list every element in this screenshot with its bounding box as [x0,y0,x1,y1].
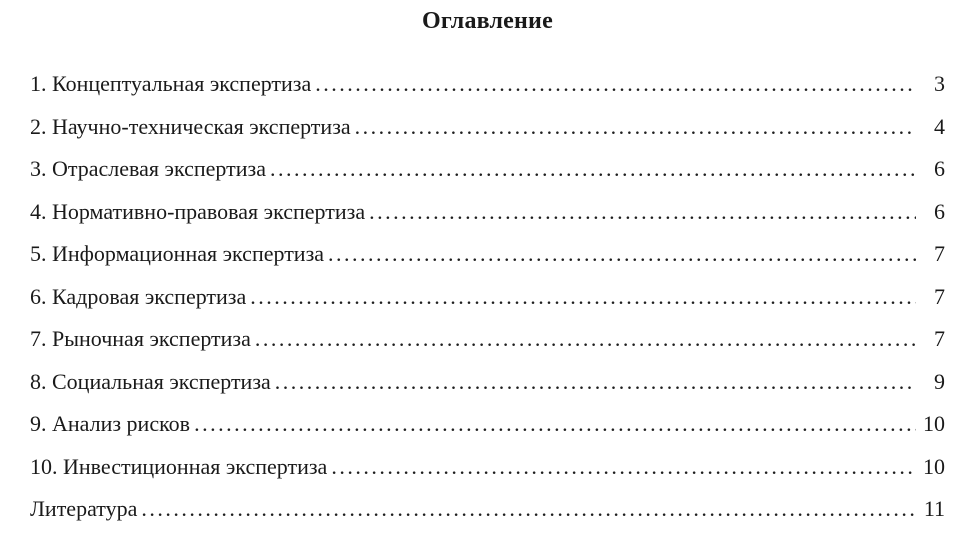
toc-entry-label: 7. Рыночная экспертиза [30,326,251,351]
toc-entry-page: 9 [934,368,945,394]
toc-leader-dots [141,497,916,521]
toc-row: 9. Анализ рисков 10 [30,412,945,436]
toc-row: 8. Социальная экспертиза 9 [30,368,945,394]
toc-entry-page: 6 [934,156,945,181]
toc-entry-page: 4 [934,113,945,139]
toc-entry-label: 9. Анализ рисков [30,411,191,436]
toc-entry-label: 5. Информационная экспертиза [30,241,325,266]
toc-row: 2. Научно-техническая экспертиза 4 [30,113,945,139]
toc-entry-label: 1. Концептуальная экспертиза [30,71,312,96]
toc-row: 1. Концептуальная экспертиза 3 [30,72,945,96]
toc-leader-dots [270,157,916,181]
toc-row: 5. Информационная экспертиза 7 [30,242,945,266]
toc-row: 10. Инвестиционная экспертиза 10 [30,453,945,479]
toc-entry-label: 10. Инвестиционная экспертиза [30,453,328,479]
toc-entry-page: 10 [923,411,945,436]
toc-entry-page: 7 [934,283,945,309]
toc-leader-dots [315,72,916,96]
toc-leader-dots [331,455,916,479]
toc-entry-label: 2. Научно-техническая экспертиза [30,113,351,139]
toc-entry-label: 6. Кадровая экспертиза [30,283,247,309]
toc-entry-page: 7 [934,326,945,351]
toc-list: 1. Концептуальная экспертиза 3 2. Научно… [30,72,945,521]
toc-entry-label: 3. Отраслевая экспертиза [30,156,266,181]
toc-leader-dots [255,327,916,351]
toc-entry-page: 7 [934,241,945,266]
toc-entry-page: 6 [934,198,945,224]
toc-row: 7. Рыночная экспертиза 7 [30,327,945,351]
toc-entry-label: 8. Социальная экспертиза [30,368,271,394]
toc-row: Литература 11 [30,497,945,521]
toc-leader-dots [355,115,916,139]
toc-leader-dots [275,370,916,394]
toc-leader-dots [250,285,916,309]
toc-row: 6. Кадровая экспертиза 7 [30,283,945,309]
toc-entry-label: 4. Нормативно-правовая экспертиза [30,198,366,224]
toc-entry-page: 10 [923,453,945,479]
toc-entry-page: 11 [923,496,945,521]
toc-entry-page: 3 [934,71,945,96]
toc-row: 4. Нормативно-правовая экспертиза 6 [30,198,945,224]
toc-leader-dots [328,242,916,266]
toc-leader-dots [369,200,916,224]
toc-entry-label: Литература [30,496,138,521]
toc-leader-dots [194,412,916,436]
toc-row: 3. Отраслевая экспертиза 6 [30,157,945,181]
page-title: Оглавление [422,8,553,34]
